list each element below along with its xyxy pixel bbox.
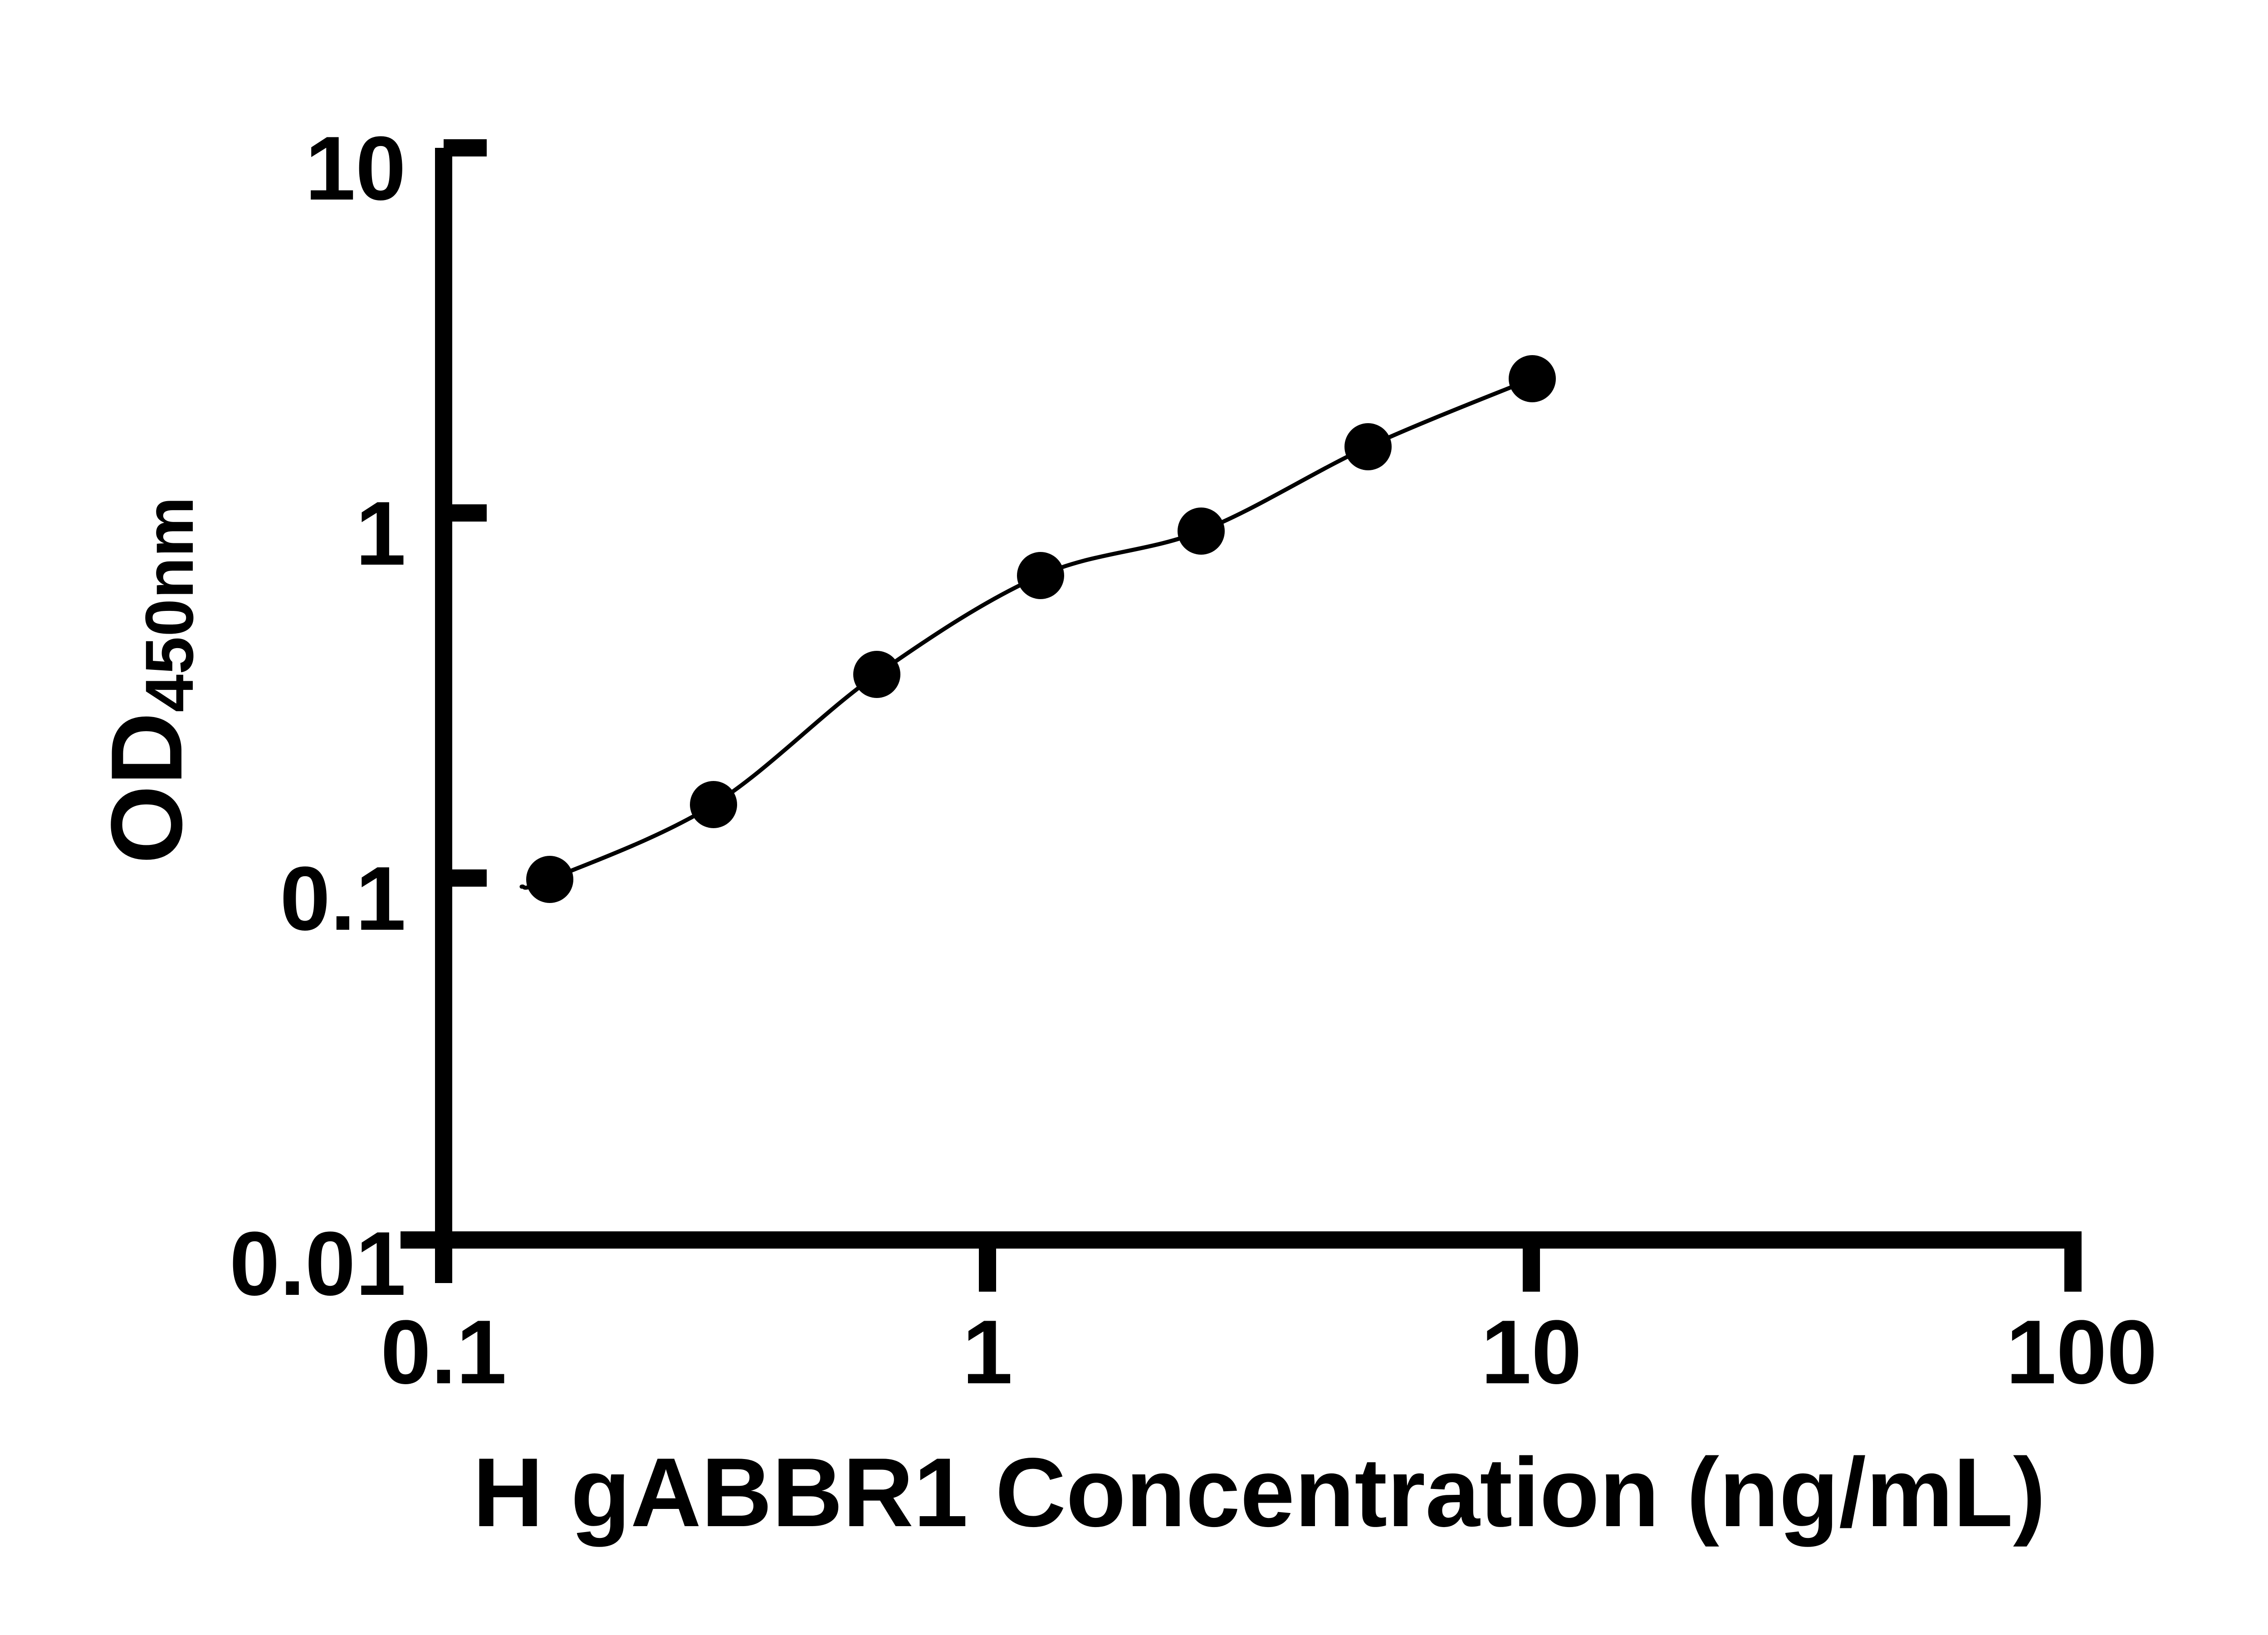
svg-text:10: 10 [1481, 1302, 1582, 1403]
svg-text:10: 10 [305, 118, 406, 219]
svg-text:0.01: 0.01 [230, 1213, 406, 1314]
svg-text:0.1: 0.1 [280, 848, 406, 949]
svg-text:0.1: 0.1 [381, 1302, 507, 1403]
svg-text:100: 100 [2006, 1302, 2157, 1403]
svg-text:1: 1 [356, 483, 406, 584]
svg-text:1: 1 [962, 1302, 1012, 1403]
svg-text:H gABBR1 Concentration (ng/mL): H gABBR1 Concentration (ng/mL) [473, 1437, 2046, 1547]
